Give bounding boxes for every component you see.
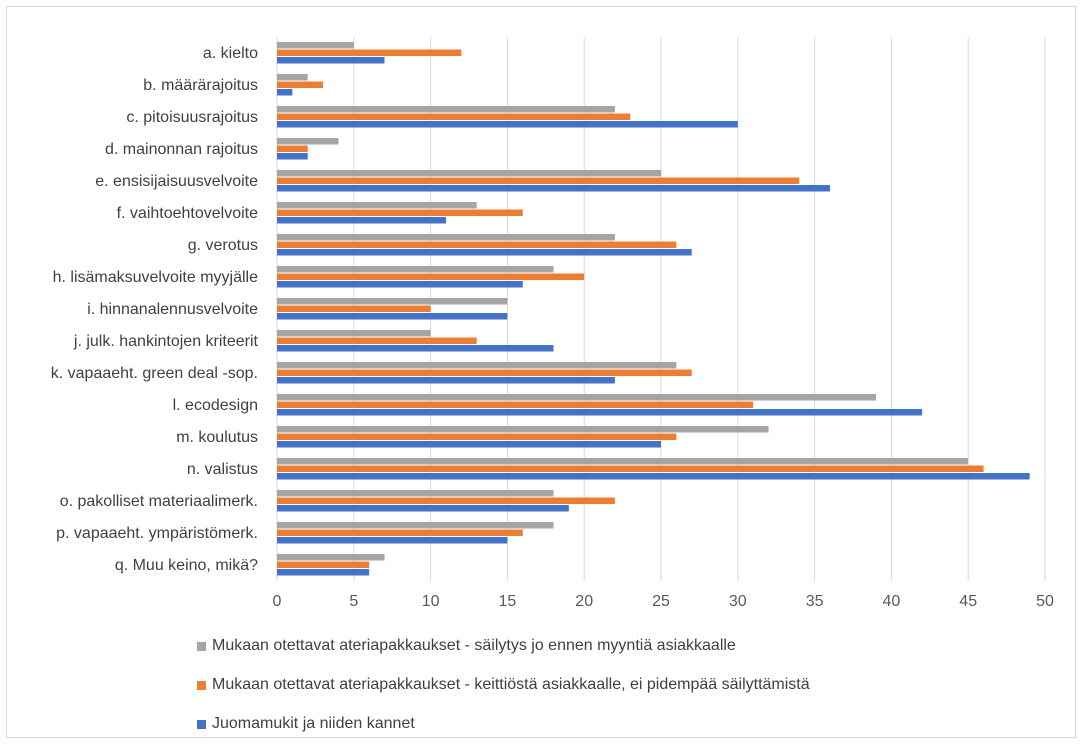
bar-series-3: [277, 281, 523, 288]
legend-swatch-blue: [197, 719, 206, 729]
bar-series-2: [277, 273, 585, 280]
legend-label-series-2: Mukaan otettavat ateriapakkaukset - keit…: [212, 676, 810, 693]
legend-swatch-gray: [197, 641, 206, 651]
bar-series-1: [277, 458, 969, 465]
bar-series-2: [277, 497, 615, 504]
x-tick-labels: 0 5 10 15 20 25 30 35 40 45 50: [273, 593, 1054, 610]
category-label: p. vapaaeht. ympäristömerk.: [56, 525, 258, 542]
category-label: i. hinnanalennusvelvoite: [87, 301, 258, 318]
category-labels: a. kielto b. määrärajoitus c. pitoisuusraj…: [51, 45, 259, 574]
category-label: m. koulutus: [176, 429, 258, 446]
gridlines: [276, 37, 1046, 581]
bar-series-1: [277, 170, 661, 177]
x-tick-label: 45: [959, 593, 977, 610]
bar-series-2: [277, 113, 631, 120]
legend-item-series-3: Juomamukit ja niiden kannet: [197, 713, 810, 735]
legend: Mukaan otettavat ateriapakkaukset - säil…: [197, 635, 810, 752]
bar-series-3: [277, 377, 615, 384]
bar-series-1: [277, 426, 769, 433]
bar-series-3: [277, 249, 692, 256]
bar-series-3: [277, 121, 738, 128]
x-tick-label: 50: [1036, 593, 1054, 610]
legend-label-series-3: Juomamukit ja niiden kannet: [212, 715, 415, 732]
bar-series-2: [277, 465, 984, 472]
bar-series-3: [277, 57, 385, 64]
bar-series-1: [277, 202, 477, 209]
x-tick-label: 40: [883, 593, 901, 610]
bar-series-3: [277, 89, 293, 96]
bar-series-2: [277, 177, 800, 184]
bar-series-1: [277, 522, 554, 529]
bar-series-3: [277, 473, 1030, 480]
bar-series-1: [277, 266, 554, 273]
category-label: d. mainonnan rajoitus: [105, 141, 258, 158]
category-label: n. valistus: [187, 461, 258, 478]
category-label: h. lisämaksuvelvoite myyjälle: [53, 269, 259, 286]
category-label: j. julk. hankintojen kriteerit: [73, 333, 259, 350]
bar-series-3: [277, 185, 830, 192]
bar-series-3: [277, 217, 446, 224]
x-tick-label: 5: [349, 593, 358, 610]
x-tick-label: 15: [499, 593, 517, 610]
bar-series-1: [277, 362, 677, 369]
legend-item-series-1: Mukaan otettavat ateriapakkaukset - säil…: [197, 635, 810, 657]
bar-series-1: [277, 298, 508, 305]
category-label: f. vaihtoehtovelvoite: [117, 205, 259, 222]
legend-item-series-2: Mukaan otettavat ateriapakkaukset - keit…: [197, 674, 810, 696]
bar-series-2: [277, 401, 754, 408]
bar-series-2: [277, 209, 523, 216]
bar-series-3: [277, 505, 569, 512]
bar-series-2: [277, 369, 692, 376]
bar-series-2: [277, 49, 462, 56]
x-tick-label: 30: [729, 593, 747, 610]
bar-series-2: [277, 241, 677, 248]
bar-series-3: [277, 441, 661, 448]
bar-series-1: [277, 138, 339, 145]
bar-series-3: [277, 537, 508, 544]
bar-series-1: [277, 394, 877, 401]
bar-series-1: [277, 234, 615, 241]
category-label: a. kielto: [203, 45, 258, 62]
bar-chart: a. kielto b. määrärajoitus c. pitoisuusraj…: [51, 37, 1054, 610]
bar-series-2: [277, 529, 523, 536]
category-label: e. ensisijaisuusvelvoite: [95, 173, 258, 190]
category-label: q. Muu keino, mikä?: [115, 557, 258, 574]
x-tick-label: 10: [422, 593, 440, 610]
bar-series-2: [277, 433, 677, 440]
bar-series-1: [277, 554, 385, 561]
bar-series-3: [277, 409, 923, 416]
category-label: g. verotus: [188, 237, 258, 254]
bar-series-3: [277, 153, 308, 160]
bars: [277, 42, 1030, 576]
bar-series-1: [277, 490, 554, 497]
category-label: k. vapaaeht. green deal -sop.: [51, 365, 258, 382]
category-label: l. ecodesign: [173, 397, 258, 414]
category-label: c. pitoisuusrajoitus: [126, 109, 258, 126]
bar-series-1: [277, 106, 615, 113]
bar-series-2: [277, 337, 477, 344]
bar-series-2: [277, 81, 324, 88]
bar-series-2: [277, 145, 308, 152]
category-label: b. määrärajoitus: [143, 77, 258, 94]
bar-series-1: [277, 330, 431, 337]
x-tick-label: 25: [652, 593, 670, 610]
legend-label-series-1: Mukaan otettavat ateriapakkaukset - säil…: [212, 637, 736, 654]
chart-frame: a. kielto b. määrärajoitus c. pitoisuusraj…: [6, 6, 1076, 738]
x-tick-label: 35: [806, 593, 824, 610]
x-tick-label: 0: [273, 593, 282, 610]
bar-series-3: [277, 345, 554, 352]
legend-swatch-orange: [197, 680, 206, 690]
x-tick-label: 20: [575, 593, 593, 610]
category-label: o. pakolliset materiaalimerk.: [60, 493, 258, 510]
bar-series-1: [277, 74, 308, 81]
bar-series-2: [277, 305, 431, 312]
bar-series-3: [277, 313, 508, 320]
bar-series-3: [277, 569, 370, 576]
bar-series-2: [277, 561, 370, 568]
bar-series-1: [277, 42, 354, 49]
